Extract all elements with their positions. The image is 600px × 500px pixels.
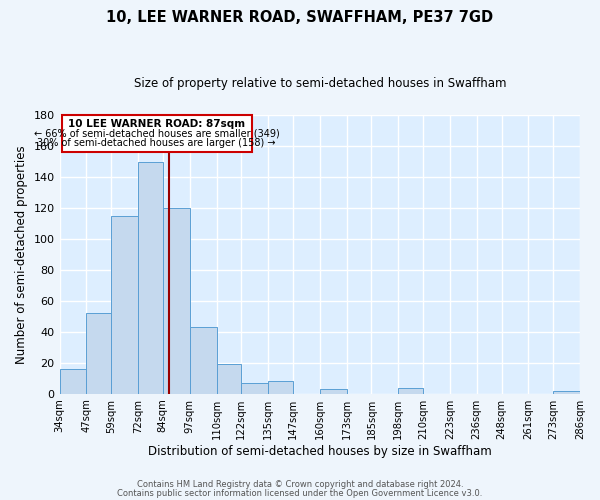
Bar [320,389,347,394]
Bar [111,216,138,394]
Text: Contains HM Land Registry data © Crown copyright and database right 2024.: Contains HM Land Registry data © Crown c… [137,480,463,489]
Title: Size of property relative to semi-detached houses in Swaffham: Size of property relative to semi-detach… [134,78,506,90]
Bar [163,208,190,394]
Bar [398,388,423,394]
Bar [62,116,251,152]
Bar [86,314,111,394]
Text: ← 66% of semi-detached houses are smaller (349): ← 66% of semi-detached houses are smalle… [34,128,280,138]
Bar [217,364,241,394]
Text: 10 LEE WARNER ROAD: 87sqm: 10 LEE WARNER ROAD: 87sqm [68,119,245,129]
Text: Contains public sector information licensed under the Open Government Licence v3: Contains public sector information licen… [118,488,482,498]
X-axis label: Distribution of semi-detached houses by size in Swaffham: Distribution of semi-detached houses by … [148,444,491,458]
Bar [59,369,86,394]
Y-axis label: Number of semi-detached properties: Number of semi-detached properties [15,145,28,364]
Bar [241,383,268,394]
Bar [553,390,580,394]
Bar [190,327,217,394]
Text: 30% of semi-detached houses are larger (158) →: 30% of semi-detached houses are larger (… [37,138,276,147]
Bar [138,162,163,394]
Text: 10, LEE WARNER ROAD, SWAFFHAM, PE37 7GD: 10, LEE WARNER ROAD, SWAFFHAM, PE37 7GD [106,10,494,25]
Bar [268,382,293,394]
